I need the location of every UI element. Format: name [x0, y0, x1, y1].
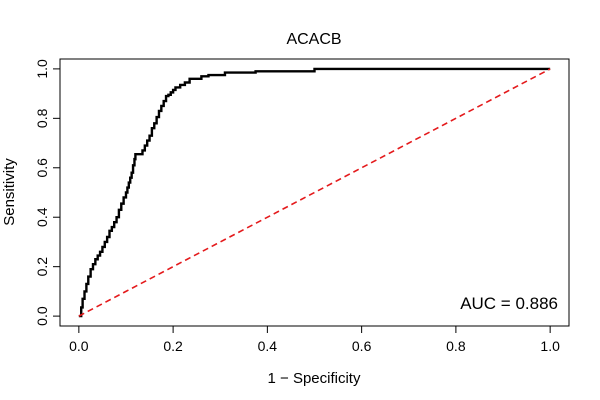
x-axis: 0.0 0.2 0.4 0.6 0.8 1.0: [69, 325, 560, 354]
roc-curve-line: [78, 67, 551, 318]
y-tick-label: 0.0: [34, 306, 50, 326]
x-tick-label: 1.0: [540, 338, 560, 354]
y-tick-label: 1.0: [34, 59, 50, 79]
x-tick-label: 0.0: [69, 338, 89, 354]
y-axis-label: Sensitivity: [1, 158, 18, 226]
reference-diagonal-line: [78, 68, 551, 317]
y-axis: 0.0 0.2 0.4 0.6 0.8 1.0: [34, 59, 61, 326]
series-layer: [78, 67, 551, 318]
y-tick-label: 0.2: [34, 257, 50, 277]
y-tick-label: 0.4: [34, 207, 50, 227]
auc-annotation: AUC = 0.886: [460, 294, 558, 313]
x-axis-label: 1 − Specificity: [268, 370, 361, 387]
y-tick-label: 0.8: [34, 108, 50, 128]
chart-title: ACACB: [286, 31, 341, 48]
x-tick-label: 0.8: [446, 338, 466, 354]
x-tick-label: 0.2: [163, 338, 183, 354]
x-tick-label: 0.6: [352, 338, 372, 354]
y-tick-label: 0.6: [34, 158, 50, 178]
x-tick-label: 0.4: [258, 338, 278, 354]
